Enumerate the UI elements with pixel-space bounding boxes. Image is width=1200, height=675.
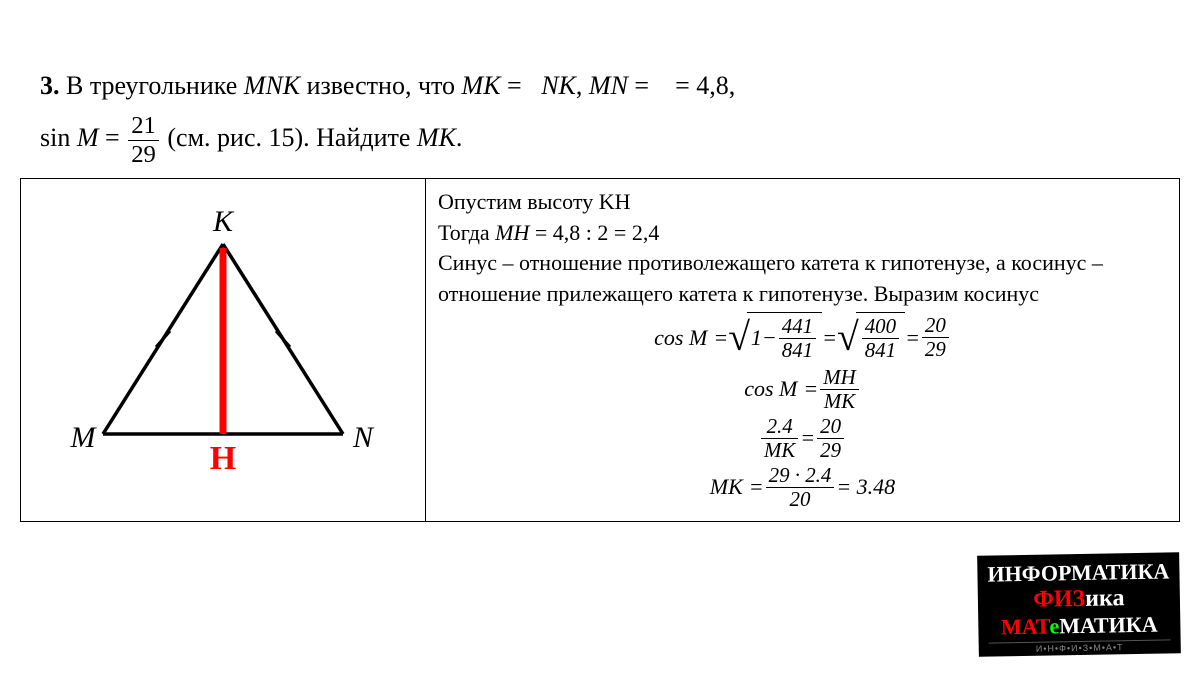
frac-num: 2.4 — [761, 415, 798, 439]
label-N: N — [352, 421, 375, 454]
minus: − — [762, 325, 777, 351]
sin-label: sin — [40, 123, 77, 152]
problem-text: В треугольнике — [66, 71, 244, 100]
frac-den: 29 — [128, 141, 159, 168]
frac-num: 20 — [817, 415, 844, 439]
eq-sign: = — [99, 123, 127, 152]
var-MK: MK — [417, 123, 456, 152]
fraction: 20 29 — [922, 314, 949, 361]
var-MH: MH — [495, 220, 529, 245]
logo-line-math: МАТеМАТИКА — [988, 611, 1170, 640]
fraction: 29 · 2.4 20 — [766, 464, 835, 511]
sqrt-expr: √ 1 − 441 841 — [728, 312, 822, 364]
frac-num: 20 — [922, 314, 949, 338]
var-MK: MK — [462, 71, 501, 100]
eq-sign: = — [749, 474, 764, 500]
problem-text: известно, что — [300, 71, 461, 100]
var-M: M — [77, 123, 99, 152]
dot: . — [456, 123, 463, 152]
fraction: 21 29 — [128, 112, 159, 167]
comma: , — [576, 71, 589, 100]
eq-sign: = — [713, 325, 728, 351]
sqrt-icon: √ — [837, 318, 859, 370]
frac-den: 841 — [779, 339, 816, 362]
cos-M: cos M — [744, 376, 797, 402]
math-result: MK = 29 · 2.4 20 = 3.48 — [438, 464, 1167, 511]
sol-line2c: = 4,8 : 2 = 2,4 — [529, 220, 659, 245]
eq-sign: = — [803, 376, 818, 402]
eq-sign: = — [628, 71, 656, 100]
var-NK: NK — [541, 71, 576, 100]
sol-line3: Синус – отношение противолежащего катета… — [438, 250, 1103, 306]
sol-line1: Опустим высоту KH — [438, 189, 630, 214]
var-MN: MN — [589, 71, 628, 100]
sqrt-expr: √ 400 841 — [837, 312, 905, 364]
diagram-cell: K M N H — [21, 178, 426, 521]
val-4-8: = 4,8, — [669, 71, 736, 100]
frac-num: 21 — [128, 112, 159, 140]
label-H: H — [210, 440, 236, 477]
frac-den: MK — [761, 439, 798, 462]
fraction: 20 29 — [817, 415, 844, 462]
problem-number: 3. — [40, 71, 60, 100]
frac-den: 20 — [766, 488, 835, 511]
frac-num: 29 · 2.4 — [766, 464, 835, 488]
fraction: MH MK — [820, 366, 859, 413]
var-MK: MK — [710, 474, 743, 500]
logo-line-physics: ФИЗика — [988, 584, 1170, 614]
logo-line-informatics: ИНФОРМАТИКА — [987, 558, 1169, 587]
math-proportion: 2.4 MK = 20 29 — [438, 415, 1167, 462]
problem-text: (см. рис. 15). Найдите — [167, 123, 417, 152]
fraction: 400 841 — [862, 315, 899, 362]
logo-sub: И•Н•Ф•И•З•М•А•Т — [989, 639, 1171, 654]
frac-num: 441 — [779, 315, 816, 339]
eq-sign: = — [822, 325, 837, 351]
fraction: 2.4 MK — [761, 415, 798, 462]
channel-logo: ИНФОРМАТИКА ФИЗика МАТеМАТИКА И•Н•Ф•И•З•… — [977, 552, 1181, 657]
frac-den: 29 — [817, 439, 844, 462]
eq-sign: = — [800, 425, 815, 451]
triangle-name: MNK — [244, 71, 300, 100]
frac-den: 841 — [862, 339, 899, 362]
frac-num: 400 — [862, 315, 899, 339]
result: = 3.48 — [836, 474, 895, 500]
problem-statement: 3. В треугольнике MNK известно, что MK =… — [0, 0, 1200, 178]
solution-text: Опустим высоту KH Тогда MH = 4,8 : 2 = 2… — [438, 187, 1167, 310]
label-K: K — [212, 205, 235, 238]
cos-M: cos M — [654, 325, 707, 351]
solution-cell: Опустим высоту KH Тогда MH = 4,8 : 2 = 2… — [426, 178, 1180, 521]
frac-den: 29 — [922, 338, 949, 361]
solution-table: K M N H Опустим высоту KH Тогда MH = 4,8… — [20, 178, 1180, 522]
label-M: M — [70, 421, 98, 454]
eq-sign: = — [905, 325, 920, 351]
sol-line2a: Тогда — [438, 220, 495, 245]
triangle-diagram: K M N H — [53, 199, 393, 479]
eq-sign: = — [501, 71, 529, 100]
math-cos-def: cos M = MH MK — [438, 366, 1167, 413]
sqrt-icon: √ — [728, 318, 750, 370]
one: 1 — [751, 325, 762, 351]
frac-den: MK — [820, 390, 859, 413]
math-cos-derivation: cos M = √ 1 − 441 841 = √ — [438, 312, 1167, 364]
fraction: 441 841 — [779, 315, 816, 362]
